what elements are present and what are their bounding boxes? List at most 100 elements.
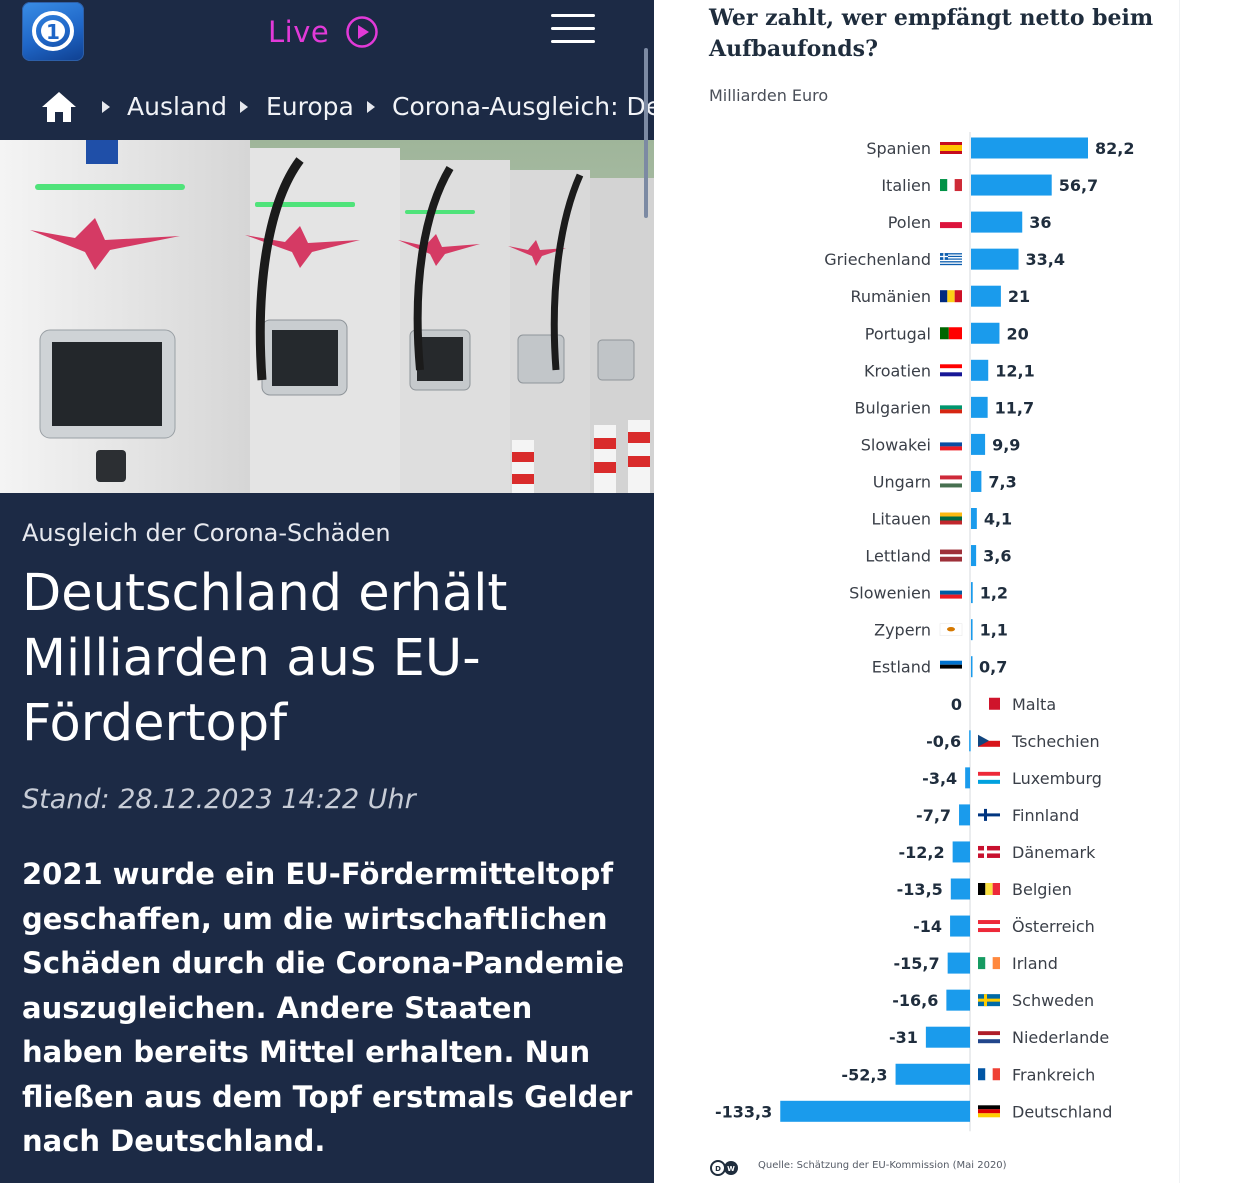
chevron-right-icon [367,101,375,113]
chart-bar [971,433,986,455]
svg-text:D: D [715,1165,721,1173]
chart-bar [971,582,973,604]
chart-value-label: -133,3 [715,1102,772,1121]
chart-bar [971,470,982,492]
live-button[interactable]: Live [268,10,379,54]
chart-bar [971,322,1000,344]
chart-category-label: Irland [1012,954,1058,973]
chart-value-label: 1,2 [980,584,1008,603]
divider [1179,0,1180,1183]
chart-value-label: -0,6 [926,732,961,751]
breadcrumb-item-current[interactable]: Corona-Ausgleich: Deu [392,92,654,121]
chart-bar [952,841,970,863]
chart-category-label: Deutschland [1012,1102,1112,1121]
chart-value-label: 0 [951,695,962,714]
chart-value-label: 3,6 [983,547,1011,566]
malta-flag-icon [978,697,1000,710]
chart-category-label: Finnland [1012,806,1079,825]
chart-bar [971,508,977,529]
chart-bar [950,915,970,937]
chart-title: Wer zahlt, wer empfängt netto beim Aufba… [709,5,1154,62]
chart-bar [946,989,970,1011]
belgium-flag-icon [978,883,1000,895]
chart-value-label: -12,2 [899,843,945,862]
chart-value-label: 1,1 [980,621,1008,640]
scrollbar[interactable] [644,48,648,218]
chart-value-label: 21 [1008,287,1030,306]
sweden-flag-icon [978,994,1000,1007]
chart-bar [895,1063,970,1085]
chart-bar [959,804,970,826]
chart-value-label: 36 [1029,213,1051,232]
chart-category-label: Belgien [1012,880,1072,899]
chart-value-label: -16,6 [892,991,938,1010]
svg-text:W: W [727,1165,735,1173]
chart-value-label: -7,7 [916,806,951,825]
chart-bar [950,878,970,900]
chart-value-label: -31 [889,1028,918,1047]
breadcrumb: Ausland Europa Corona-Ausgleich: Deu [0,80,654,136]
article-timestamp: Stand: 28.12.2023 14:22 Uhr [22,784,416,815]
bulgaria-flag-icon [940,401,962,414]
hungary-flag-icon [940,475,962,488]
chart-bar [925,1026,970,1048]
chart-panel: Wer zahlt, wer empfängt netto beim Aufba… [654,0,1250,1183]
tagesschau-logo-icon[interactable]: 1 [22,2,84,61]
cyprus-flag-icon [939,623,963,636]
italy-flag-icon [940,179,962,192]
chart-bar [780,1100,970,1122]
chart-category-label: Litauen [871,510,931,529]
svg-text:1: 1 [46,20,60,44]
article-headline: Deutschland erhält Milliarden aus EU-För… [22,564,508,753]
romania-flag-icon [940,290,962,303]
netherlands-flag-icon [978,1031,1000,1044]
luxembourg-flag-icon [978,771,1000,784]
lithuania-flag-icon [940,512,962,525]
chart-category-label: Österreich [1012,917,1095,936]
chart-category-label: Portugal [865,324,931,343]
home-icon[interactable] [40,90,78,124]
chart-bar [971,359,989,381]
hamburger-menu-icon[interactable] [551,14,595,46]
chart-bar [947,952,970,974]
finland-flag-icon [978,808,1000,821]
chart-bar [971,174,1052,196]
chart-value-label: 12,1 [995,361,1034,380]
chevron-right-icon [102,101,110,113]
chart-value-label: -3,4 [922,769,957,788]
breadcrumb-item-europa[interactable]: Europa [266,92,354,121]
chart-value-label: 33,4 [1026,250,1065,269]
chart-value-label: 82,2 [1095,139,1134,158]
chart-category-label: Polen [888,213,931,232]
spain-flag-icon [940,142,962,154]
chart-category-label: Dänemark [1012,843,1096,862]
chart-source: Quelle: Schätzung der EU-Kommission (Mai… [758,1160,1007,1171]
article-kicker: Ausgleich der Corona-Schäden [22,519,391,547]
dw-logo-icon: D W [710,1160,738,1176]
chart-value-label: 11,7 [995,398,1034,417]
chart-category-label: Slowenien [849,584,931,603]
chart-category-label: Ungarn [873,472,931,491]
chart-bar [971,285,1001,307]
chart-bar [971,211,1023,233]
chart-value-label: -13,5 [897,880,943,899]
czechia-flag-icon [978,734,1000,747]
chart-bar [971,248,1019,270]
chart-value-label: -14 [913,917,942,936]
estonia-flag-icon [940,660,962,673]
chart-bar [971,137,1088,159]
chart-bar [969,730,971,752]
chart-value-label: 0,7 [979,658,1007,677]
slovakia-flag-icon [940,438,962,451]
breadcrumb-item-ausland[interactable]: Ausland [127,92,227,121]
portugal-flag-icon [940,327,962,340]
chart-value-label: -52,3 [841,1065,887,1084]
chart-category-label: Spanien [866,139,931,158]
net-contributions-bar-chart: 82,2 Spanien 56,7 Italien 36 Polen 33,4 Grieche… [715,132,1134,1132]
chart-bar [971,545,977,567]
greece-flag-icon [940,253,962,266]
slovenia-flag-icon [940,586,962,599]
chart-category-label: Bulgarien [854,398,931,417]
chart-category-label: Rumänien [851,287,932,306]
chart-value-label: 4,1 [984,510,1012,529]
